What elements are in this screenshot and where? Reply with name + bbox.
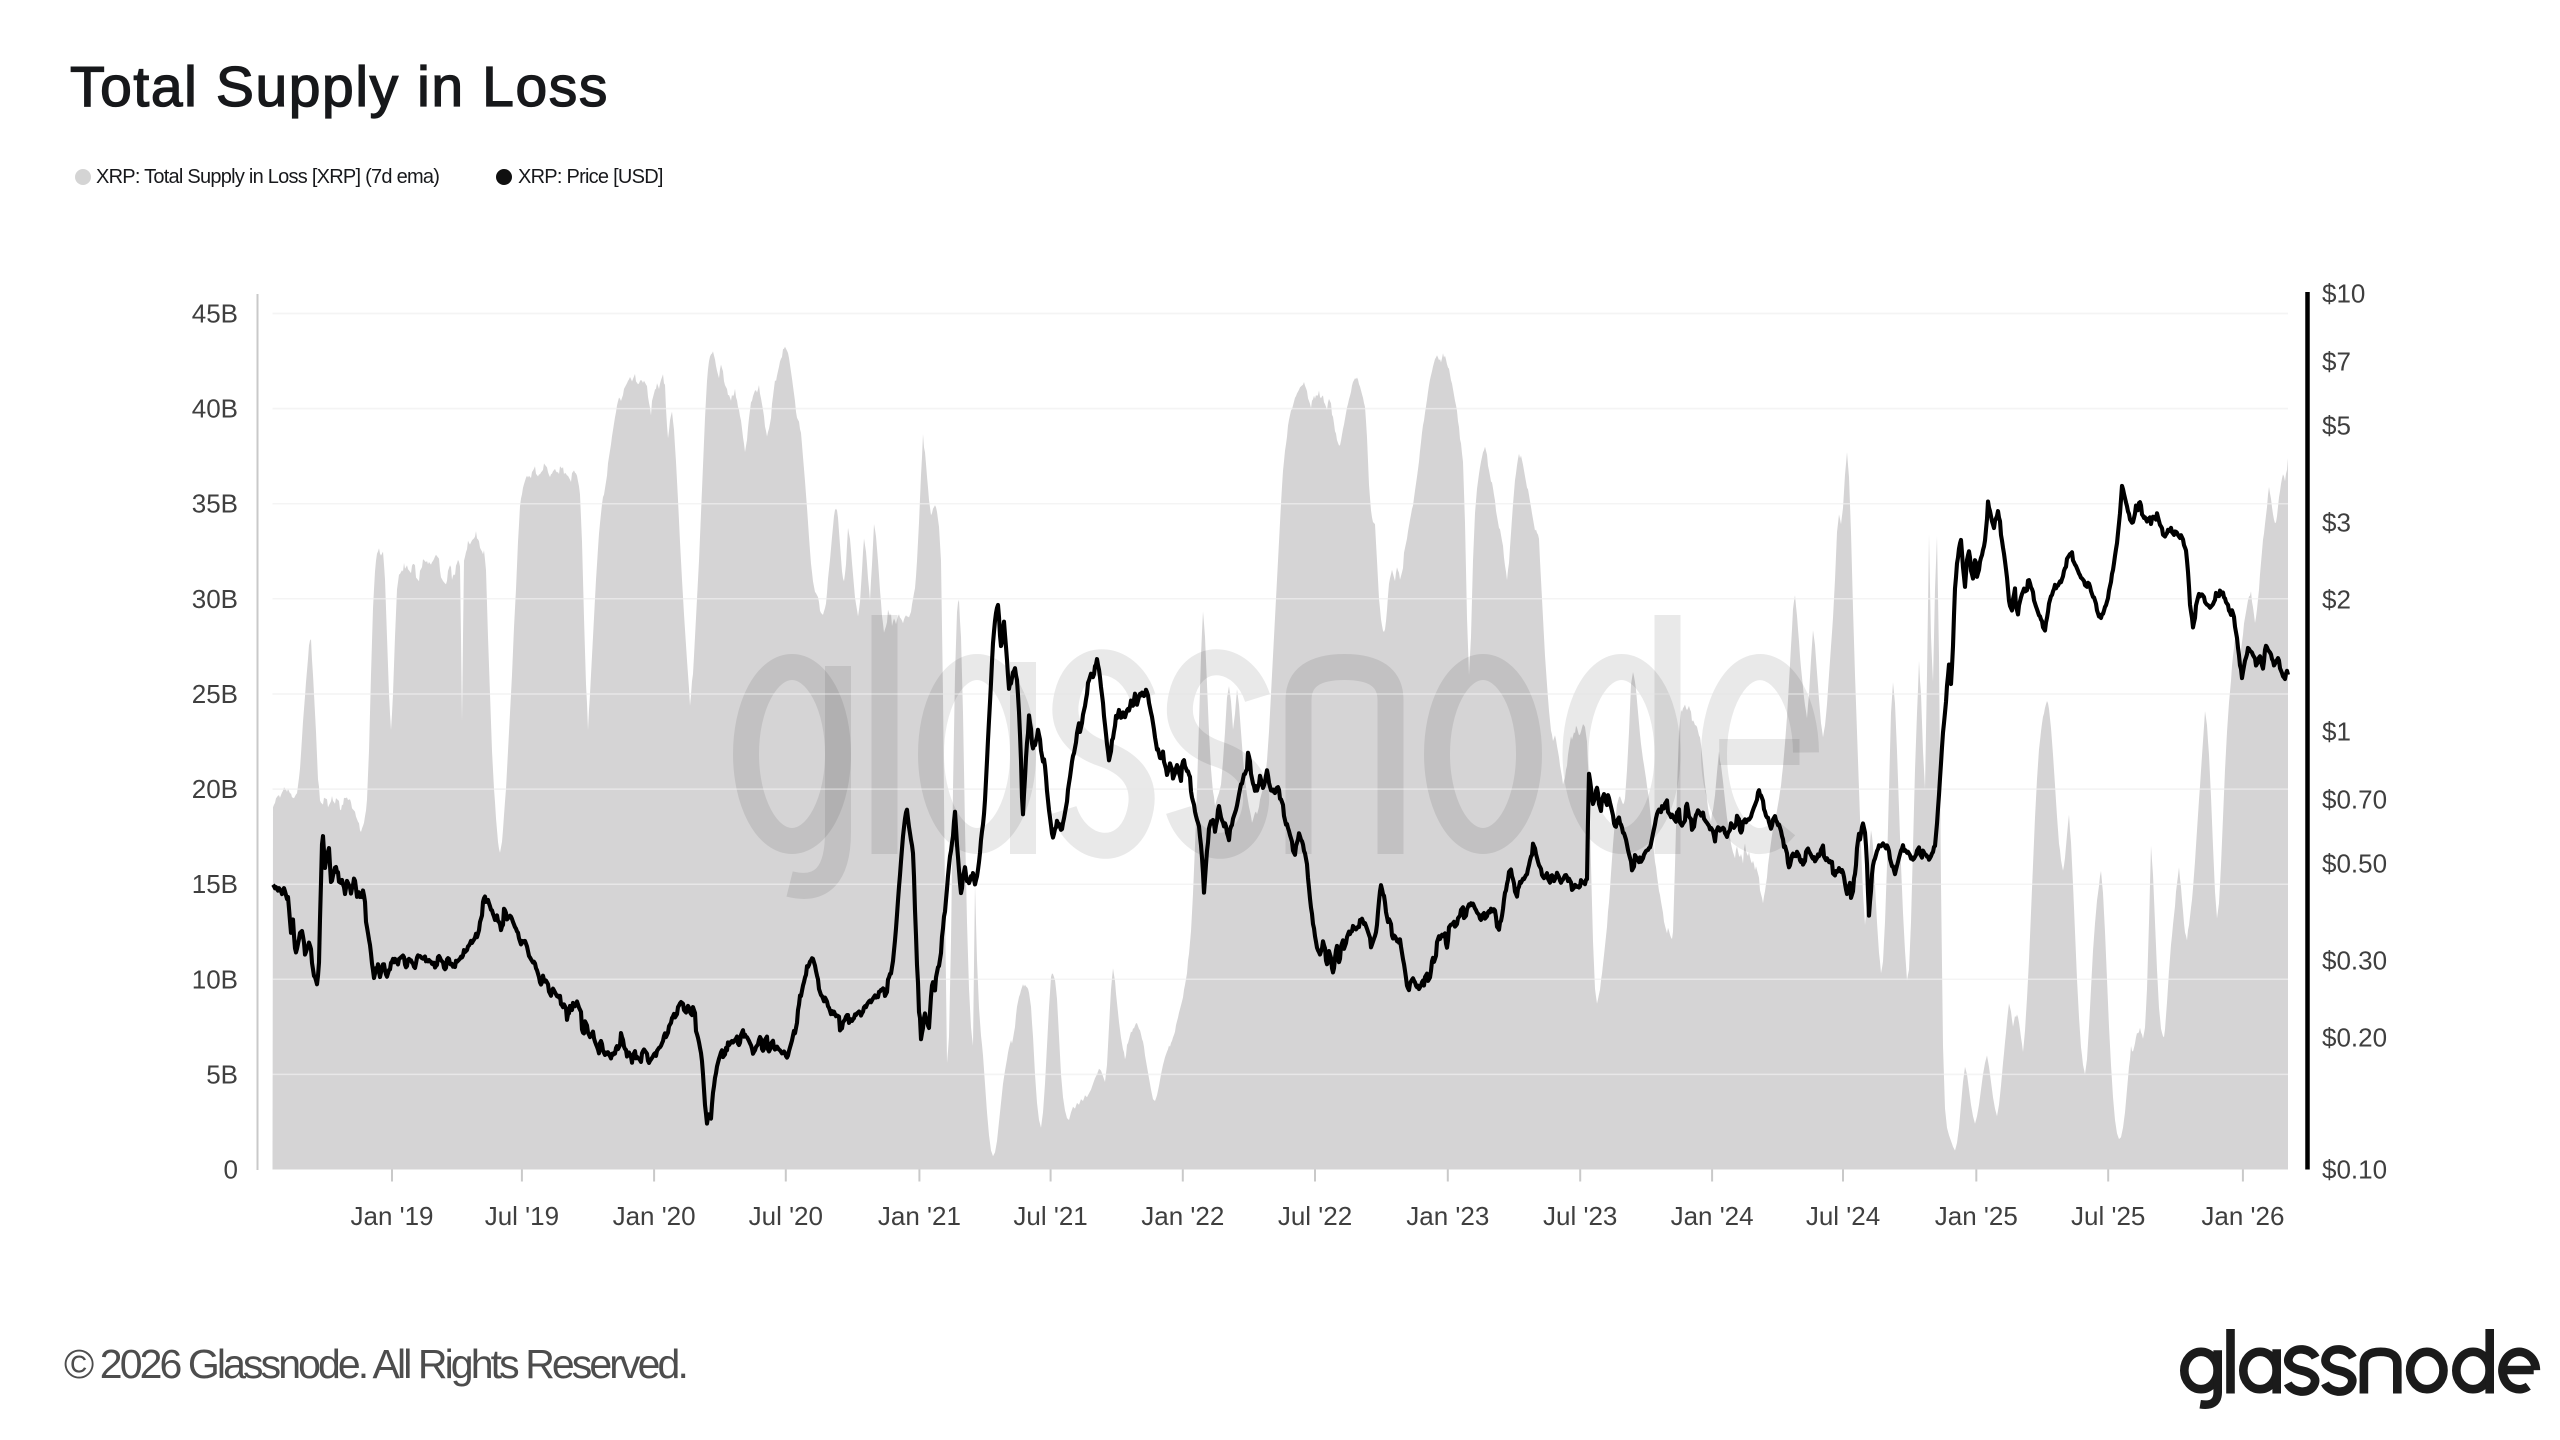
- svg-text:Jul '23: Jul '23: [1543, 1201, 1617, 1231]
- svg-text:Jul '20: Jul '20: [749, 1201, 823, 1231]
- svg-text:$0.70: $0.70: [2322, 784, 2387, 814]
- svg-text:$1: $1: [2322, 717, 2351, 747]
- svg-text:Jan '21: Jan '21: [878, 1201, 961, 1231]
- svg-text:Jan '24: Jan '24: [1671, 1201, 1754, 1231]
- svg-text:$0.30: $0.30: [2322, 946, 2387, 976]
- svg-text:25B: 25B: [192, 679, 238, 709]
- svg-text:35B: 35B: [192, 489, 238, 519]
- svg-text:$5: $5: [2322, 410, 2351, 440]
- svg-text:Jan '22: Jan '22: [1141, 1201, 1224, 1231]
- svg-text:$7: $7: [2322, 346, 2351, 376]
- svg-text:5B: 5B: [206, 1059, 238, 1089]
- svg-text:Jan '26: Jan '26: [2201, 1201, 2284, 1231]
- svg-text:Jul '22: Jul '22: [1278, 1201, 1352, 1231]
- svg-text:$0.10: $0.10: [2322, 1155, 2387, 1185]
- svg-text:Jul '25: Jul '25: [2071, 1201, 2145, 1231]
- svg-text:Jan '23: Jan '23: [1406, 1201, 1489, 1231]
- svg-text:Jul '19: Jul '19: [485, 1201, 559, 1231]
- svg-text:30B: 30B: [192, 584, 238, 614]
- svg-text:$10: $10: [2322, 279, 2365, 309]
- svg-text:15B: 15B: [192, 869, 238, 899]
- svg-text:Jul '21: Jul '21: [1013, 1201, 1087, 1231]
- svg-text:0: 0: [224, 1155, 238, 1185]
- svg-text:45B: 45B: [192, 299, 238, 329]
- svg-text:40B: 40B: [192, 394, 238, 424]
- svg-text:$0.20: $0.20: [2322, 1023, 2387, 1053]
- svg-text:Jul '24: Jul '24: [1806, 1201, 1880, 1231]
- svg-text:$3: $3: [2322, 508, 2351, 538]
- svg-text:20B: 20B: [192, 774, 238, 804]
- svg-text:$2: $2: [2322, 585, 2351, 615]
- svg-text:Jan '19: Jan '19: [350, 1201, 433, 1231]
- svg-text:Jan '20: Jan '20: [613, 1201, 696, 1231]
- svg-text:10B: 10B: [192, 964, 238, 994]
- svg-text:$0.50: $0.50: [2322, 848, 2387, 878]
- svg-text:Jan '25: Jan '25: [1935, 1201, 2018, 1231]
